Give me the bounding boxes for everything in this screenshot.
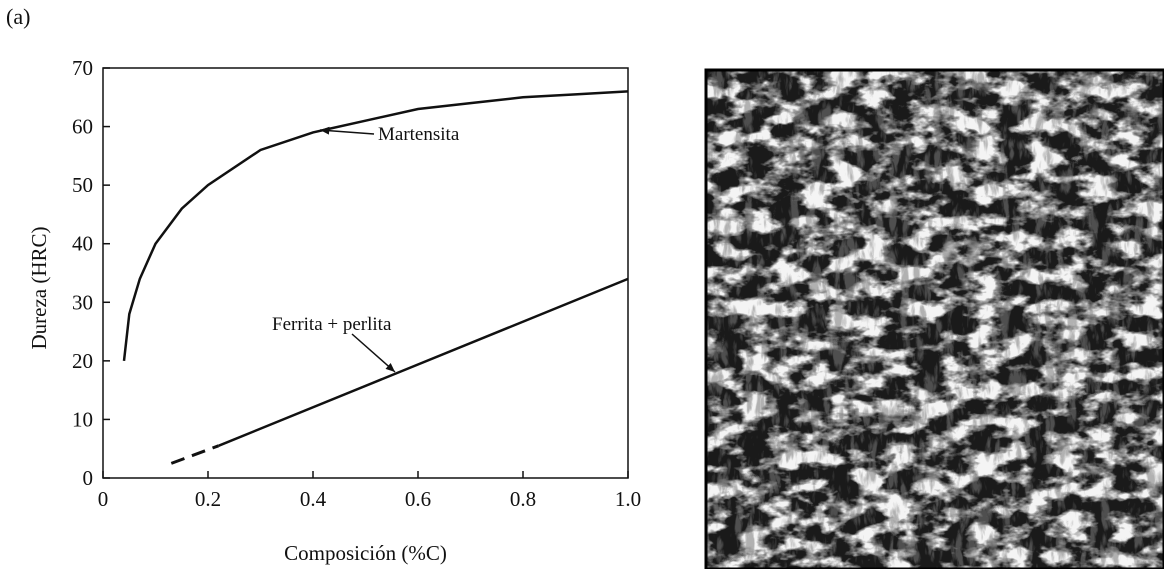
y-tick-label: 70: [72, 56, 93, 80]
x-tick-label: 1.0: [615, 487, 641, 511]
series-annotation: Martensita: [378, 124, 460, 145]
x-axis-label: Composición (%C): [284, 541, 447, 565]
y-tick-label: 30: [72, 290, 93, 314]
x-tick-label: 0.8: [510, 487, 536, 511]
x-tick-label: 0.2: [195, 487, 221, 511]
x-tick-label: 0.4: [300, 487, 327, 511]
annotation-arrow: [351, 333, 396, 373]
micrograph-laths: [706, 70, 1164, 569]
series-line: [170, 444, 220, 465]
y-axis-label: Dureza (HRC): [27, 226, 51, 349]
y-tick-label: 60: [72, 115, 93, 139]
series-line: [218, 277, 629, 447]
x-tick-label: 0: [98, 487, 109, 511]
annotation-arrowhead: [320, 126, 330, 135]
y-tick-label: 20: [72, 349, 93, 373]
y-tick-label: 10: [72, 407, 93, 431]
chart: 0 10 20 30 40 50 60 70 0 0.2 0.4 0.6 0.8 1.0 Composici…: [27, 56, 641, 565]
annotation-arrowhead: [385, 362, 395, 372]
series-line: [122, 90, 629, 362]
panel-label: (a): [6, 4, 30, 29]
plot-frame: [102, 67, 629, 479]
x-tick-label: 0.6: [405, 487, 431, 511]
y-tick-label: 0: [83, 466, 94, 490]
y-tick-label: 50: [72, 173, 93, 197]
micrograph: [704, 68, 1164, 571]
y-tick-label: 40: [72, 232, 93, 256]
series-annotation: Ferrita + perlita: [272, 314, 392, 335]
